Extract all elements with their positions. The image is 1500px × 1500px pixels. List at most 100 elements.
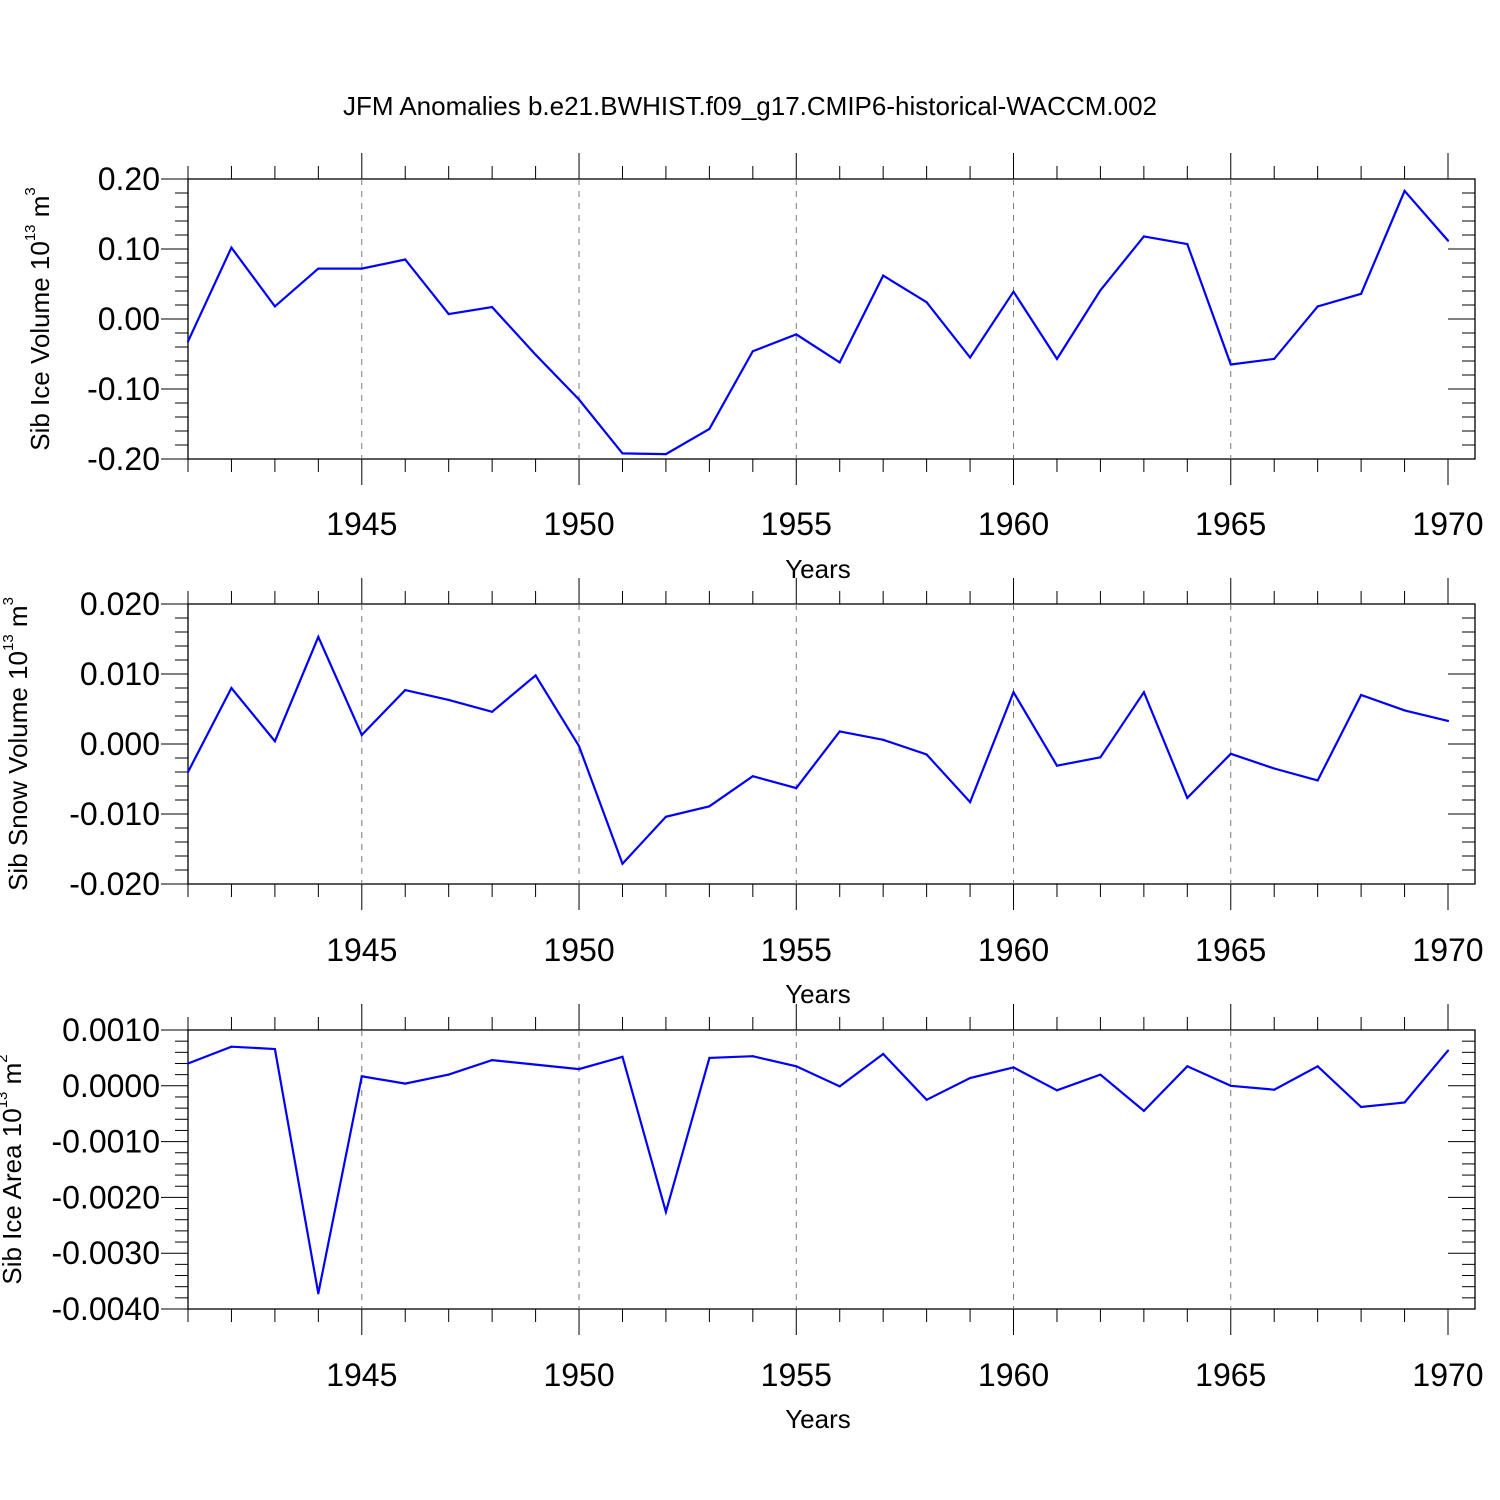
data-point	[491, 306, 494, 309]
x-tick-label: 1945	[326, 506, 397, 542]
x-tick-label: 1950	[543, 506, 614, 542]
data-point	[838, 361, 841, 364]
data-point	[1142, 691, 1145, 694]
data-point	[795, 333, 798, 336]
data-point	[1186, 796, 1189, 800]
data-point	[491, 710, 494, 713]
data-point	[186, 770, 190, 774]
data-point	[664, 453, 668, 456]
x-tick-label: 1965	[1195, 932, 1266, 968]
data-point	[1099, 289, 1102, 292]
data-point	[577, 398, 581, 401]
y-tick-label: -0.20	[87, 441, 160, 477]
data-point	[882, 274, 885, 277]
data-point	[751, 350, 754, 353]
y-tick-label: -0.0020	[51, 1179, 160, 1215]
data-point	[534, 353, 537, 356]
y-tick-label: -0.010	[69, 796, 160, 832]
data-point	[230, 686, 233, 690]
data-point	[404, 258, 407, 261]
data-point	[1446, 719, 1450, 723]
data-point	[404, 689, 407, 692]
y-tick-label: -0.10	[87, 371, 160, 407]
data-point	[1186, 243, 1189, 246]
data-point	[925, 753, 928, 756]
data-point	[1446, 239, 1450, 242]
data-point	[534, 1063, 537, 1066]
data-point	[186, 1062, 190, 1065]
data-point	[1142, 235, 1145, 238]
data-point	[491, 1059, 494, 1062]
x-tick-label: 1965	[1195, 1357, 1266, 1393]
data-point	[925, 301, 928, 304]
data-point	[273, 740, 276, 743]
data-point	[968, 801, 972, 804]
x-tick-label: 1960	[978, 506, 1049, 542]
y-tick-label: 0.10	[98, 231, 160, 267]
data-point	[1446, 1049, 1450, 1052]
data-point	[1055, 357, 1059, 360]
data-point	[577, 745, 581, 748]
x-tick-label: 1950	[543, 932, 614, 968]
x-tick-label: 1960	[978, 932, 1049, 968]
x-tick-label: 1955	[761, 1357, 832, 1393]
data-point	[447, 698, 450, 702]
x-tick-label: 1970	[1412, 932, 1483, 968]
data-point	[1229, 1084, 1232, 1087]
y-tick-label: -0.0040	[51, 1291, 160, 1327]
data-point	[621, 1055, 624, 1058]
data-point	[1360, 693, 1363, 697]
data-point	[1012, 691, 1015, 694]
y-tick-label: 0.0000	[62, 1068, 160, 1104]
data-point	[447, 313, 450, 316]
data-point	[230, 246, 233, 249]
plot-frame	[187, 178, 1476, 460]
x-tick-label: 1945	[326, 1357, 397, 1393]
series-line	[187, 634, 1449, 866]
data-point	[664, 815, 668, 818]
data-point	[1273, 767, 1276, 770]
data-point	[1186, 1065, 1189, 1068]
data-point	[882, 1052, 885, 1056]
y-tick-label: 0.010	[80, 656, 160, 692]
data-point	[751, 775, 754, 778]
data-point	[1055, 1089, 1059, 1092]
data-point	[230, 1045, 233, 1048]
data-point	[751, 1055, 754, 1058]
series-line	[187, 1045, 1449, 1294]
x-tick-label: 1950	[543, 1357, 614, 1393]
data-point	[186, 340, 190, 343]
data-point	[1360, 1105, 1363, 1109]
y-tick-label: -0.0030	[51, 1235, 160, 1271]
panel-ice-volume: -0.20 -0.10 0.00 0.10 0.20 1945 1950 1955 1960 19…	[22, 153, 1484, 584]
x-axis-label: Years	[785, 1404, 851, 1434]
y-tick-label: 0.00	[98, 301, 160, 337]
data-point	[1229, 752, 1232, 755]
x-axis-label: Years	[785, 979, 851, 1009]
data-point	[1316, 305, 1319, 308]
x-tick-label: 1965	[1195, 506, 1266, 542]
data-point	[1099, 756, 1102, 759]
data-point	[1273, 1088, 1276, 1091]
panel-ice-area: -0.0040 -0.0030 -0.0020 -0.0010 0.0000 0.0010…	[0, 1004, 1484, 1434]
data-point	[273, 305, 276, 308]
y-tick-label: -0.0010	[51, 1124, 160, 1160]
y-tick-label: -0.020	[69, 866, 160, 902]
data-point	[1316, 1065, 1319, 1068]
x-tick-label: 1945	[326, 932, 397, 968]
plot-frame	[187, 603, 1476, 885]
data-point	[708, 805, 711, 808]
data-point	[621, 862, 624, 865]
x-tick-label: 1970	[1412, 1357, 1483, 1393]
data-point	[1099, 1073, 1102, 1076]
data-point	[1055, 764, 1059, 767]
data-point	[795, 787, 798, 790]
data-point	[795, 1065, 798, 1068]
data-point	[1316, 779, 1319, 782]
data-point	[577, 1067, 581, 1071]
panel-snow-volume: -0.020 -0.010 0.000 0.010 0.020 1945 1950 1955 1…	[0, 578, 1484, 1009]
data-point	[1229, 363, 1232, 366]
data-point	[1360, 292, 1363, 295]
data-point	[621, 452, 624, 455]
data-point	[404, 1082, 407, 1085]
